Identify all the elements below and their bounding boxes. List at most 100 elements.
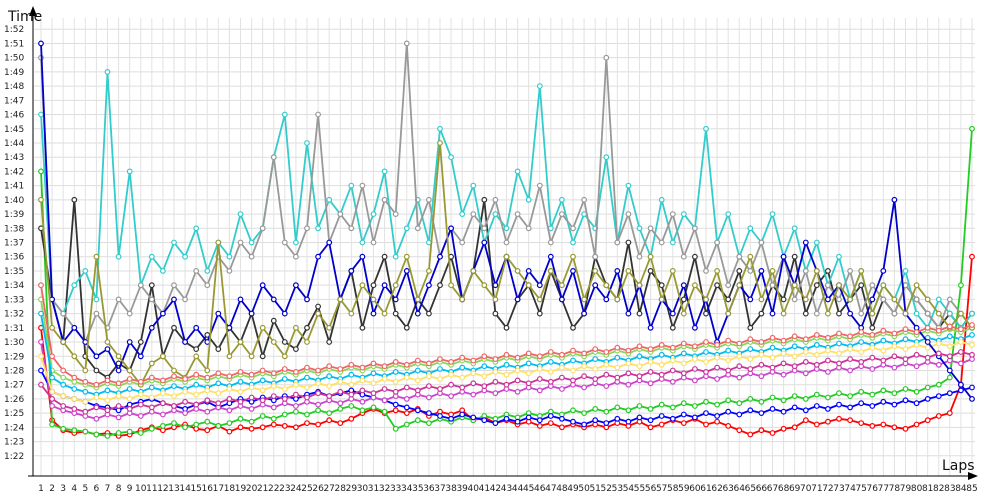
data-point <box>159 377 166 384</box>
data-point <box>137 413 144 419</box>
data-point <box>49 396 55 402</box>
data-point <box>104 339 111 345</box>
data-point <box>869 403 876 409</box>
data-point <box>348 381 355 388</box>
data-point <box>403 324 410 331</box>
data-point <box>847 333 853 340</box>
data-point <box>547 420 554 427</box>
data-point <box>281 376 288 382</box>
data-point <box>381 253 388 260</box>
data-point <box>647 406 654 412</box>
data-point <box>226 268 233 274</box>
x-tick-label: 43 <box>501 484 512 494</box>
data-point <box>802 417 809 424</box>
data-point <box>969 310 975 317</box>
data-point <box>426 196 432 203</box>
data-point <box>459 211 466 218</box>
data-point <box>315 401 322 408</box>
data-point <box>126 310 133 317</box>
data-point <box>769 282 776 289</box>
data-point <box>802 407 809 414</box>
data-point <box>171 324 177 331</box>
data-point <box>592 253 599 260</box>
x-tick-label: 3 <box>60 484 66 494</box>
data-point <box>603 408 610 415</box>
data-point <box>93 404 100 411</box>
data-point <box>437 413 443 419</box>
data-point <box>758 427 765 434</box>
data-point <box>780 350 787 357</box>
x-tick-label: 20 <box>246 484 258 494</box>
data-point <box>570 357 576 364</box>
y-tick-label: 1:46 <box>4 111 24 121</box>
data-point <box>736 400 743 407</box>
data-point <box>636 414 643 421</box>
data-point <box>603 282 610 289</box>
data-point <box>669 344 676 351</box>
data-point <box>315 407 322 414</box>
data-point <box>414 417 421 424</box>
data-point <box>636 343 643 350</box>
data-point <box>669 378 676 385</box>
data-point <box>813 403 820 409</box>
data-point <box>736 353 743 360</box>
data-point <box>38 40 44 47</box>
data-point <box>836 330 842 337</box>
data-point <box>603 154 610 161</box>
data-point <box>514 211 521 218</box>
data-point <box>680 296 687 303</box>
data-point <box>769 268 776 274</box>
data-point <box>193 421 200 428</box>
data-point <box>891 196 898 203</box>
series-12 <box>38 349 975 415</box>
data-point <box>946 410 953 417</box>
data-point <box>725 211 732 218</box>
data-point <box>304 411 310 418</box>
data-point <box>481 353 488 360</box>
data-point <box>193 381 200 388</box>
data-point <box>559 364 565 371</box>
x-tick-label: 38 <box>445 484 457 494</box>
data-point <box>381 310 388 317</box>
data-point <box>714 413 720 419</box>
data-point <box>581 384 587 391</box>
data-point <box>780 397 787 404</box>
data-point <box>115 414 122 421</box>
x-tick-label: 30 <box>357 484 369 494</box>
data-point <box>758 373 765 380</box>
data-point <box>337 420 344 427</box>
data-point <box>437 140 443 146</box>
data-point <box>592 356 599 363</box>
data-point <box>714 239 720 246</box>
data-point <box>969 342 975 348</box>
data-point <box>126 168 133 175</box>
data-point <box>913 351 920 358</box>
data-point <box>946 343 953 350</box>
data-point <box>692 377 698 384</box>
data-point <box>603 296 610 303</box>
data-point <box>747 324 754 331</box>
data-point <box>625 310 632 317</box>
data-point <box>115 253 122 260</box>
data-point <box>714 354 720 361</box>
data-point <box>93 353 100 360</box>
data-point <box>725 282 732 289</box>
data-point <box>547 369 554 375</box>
x-tick-label: 71 <box>811 484 822 494</box>
data-point <box>226 253 233 260</box>
data-point <box>614 296 621 303</box>
data-point <box>293 282 299 289</box>
data-point <box>924 344 931 351</box>
data-point <box>370 296 377 303</box>
data-point <box>780 337 787 344</box>
x-tick-label: 66 <box>756 484 768 494</box>
data-point <box>492 296 499 303</box>
data-point <box>758 239 765 246</box>
data-point <box>270 415 277 422</box>
data-point <box>703 421 709 428</box>
data-point <box>248 371 255 378</box>
data-point <box>93 253 100 260</box>
data-point <box>259 282 266 289</box>
data-point <box>669 404 676 411</box>
data-point <box>680 253 687 260</box>
